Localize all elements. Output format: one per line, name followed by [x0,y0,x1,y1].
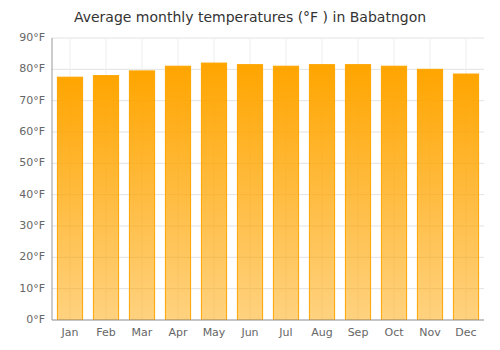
y-tick-label: 20°F [19,250,45,263]
bar [453,74,478,320]
grid [52,38,484,320]
bar [273,66,298,320]
x-tick-label: Jun [240,326,258,339]
bars [57,63,478,320]
x-tick-label: Jan [61,326,79,339]
x-tick-label: Mar [132,326,153,339]
bar [129,71,154,320]
x-tick-label: Nov [419,326,441,339]
x-tick-label: Feb [96,326,115,339]
chart-title: Average monthly temperatures (°F ) in Ba… [74,9,426,25]
x-tick-label: Aug [311,326,332,339]
bar [57,77,82,320]
y-tick-label: 40°F [19,188,45,201]
bar [345,65,370,320]
x-tick-label: May [203,326,226,339]
chart-container: 0°F 10°F 20°F 30°F 40°F 50°F 60°F 70°F 80°F 90°F J… [0,0,500,350]
x-axis-line [52,320,484,321]
x-axis: Jan Feb Mar Apr May Jun Jul Aug Sep Oct Nov Dec [52,320,484,339]
bar [309,65,334,320]
y-tick-label: 30°F [19,219,45,232]
y-tick-label: 60°F [19,125,45,138]
grid-line [52,38,484,39]
y-tick-label: 70°F [19,94,45,107]
bar [201,63,226,320]
y-tick-label: 10°F [19,282,45,295]
x-tick-label: Sep [348,326,369,339]
bar [237,65,262,320]
chart-svg: 0°F 10°F 20°F 30°F 40°F 50°F 60°F 70°F 80°F 90°F J… [0,0,500,350]
y-tick-label: 90°F [19,31,45,44]
bar [417,69,442,320]
y-tick-label: 50°F [19,156,45,169]
x-tick-label: Jul [278,326,292,339]
y-axis-line [52,38,53,320]
bar [381,66,406,320]
y-tick-label: 0°F [26,313,45,326]
bar [165,66,190,320]
grid-line [52,320,484,321]
x-tick-label: Dec [455,326,476,339]
y-tick-label: 80°F [19,62,45,75]
x-tick-label: Oct [384,326,404,339]
y-axis: 0°F 10°F 20°F 30°F 40°F 50°F 60°F 70°F 80°F 90°F [19,31,52,326]
bar [93,76,118,320]
x-tick-label: Apr [168,326,188,339]
